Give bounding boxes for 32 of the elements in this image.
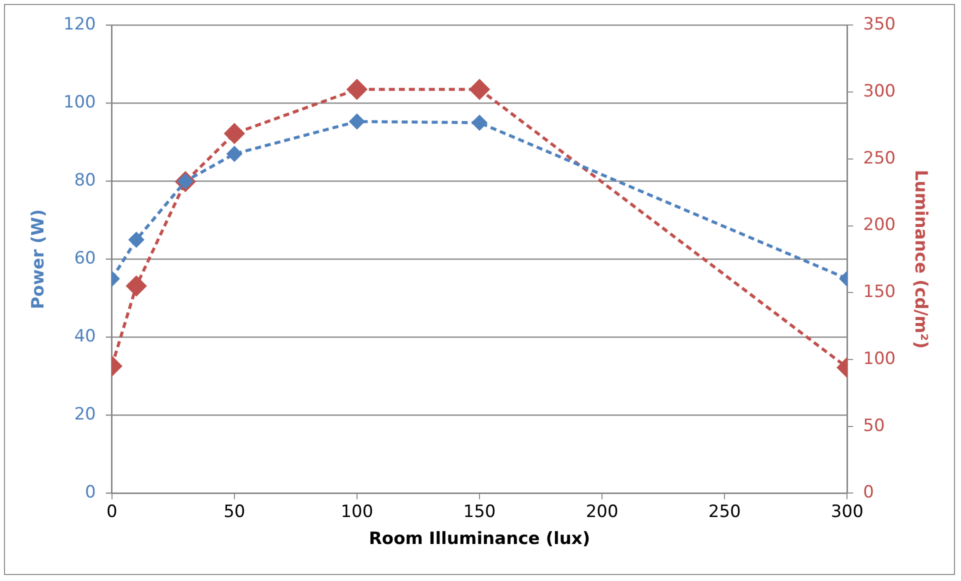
- point: [224, 124, 244, 144]
- y2-tick-label: 350: [863, 14, 896, 35]
- point: [226, 146, 242, 162]
- y-tick-label: 120: [63, 14, 96, 35]
- point: [349, 114, 364, 130]
- point: [126, 276, 146, 296]
- y2-tick-label: 100: [863, 348, 896, 369]
- x-tick-label: 150: [463, 502, 496, 522]
- point: [128, 232, 144, 248]
- x-tick-label: 200: [586, 502, 618, 522]
- x-tick-label: 300: [830, 502, 864, 522]
- y-axis-title: Power (W): [28, 209, 49, 310]
- y-tick-label: 100: [63, 92, 96, 113]
- y2-tick-label: 250: [863, 148, 896, 168]
- y-tick-label: 80: [74, 170, 96, 191]
- y-tick-label: 20: [74, 404, 96, 425]
- x-tick-label: 0: [106, 502, 118, 522]
- y2-tick-label: 200: [863, 215, 896, 236]
- point: [472, 115, 487, 130]
- y2-tick-label: 50: [863, 416, 885, 436]
- y-tick-label: 60: [74, 248, 96, 269]
- y2-tick-label: 300: [863, 81, 896, 102]
- point: [346, 79, 367, 100]
- y-tick-label: 0: [85, 482, 96, 503]
- y2-tick-label: 0: [863, 482, 874, 503]
- y-tick-label: 40: [74, 326, 96, 347]
- x-tick-label: 100: [340, 502, 374, 522]
- x-axis-title: Room Illuminance (lux): [368, 529, 590, 550]
- y2-axis-title: Luminance (cd/m²): [910, 170, 930, 349]
- y2-tick-label: 150: [863, 282, 896, 302]
- x-tick-label: 250: [708, 502, 741, 522]
- x-tick-label: 50: [224, 502, 246, 522]
